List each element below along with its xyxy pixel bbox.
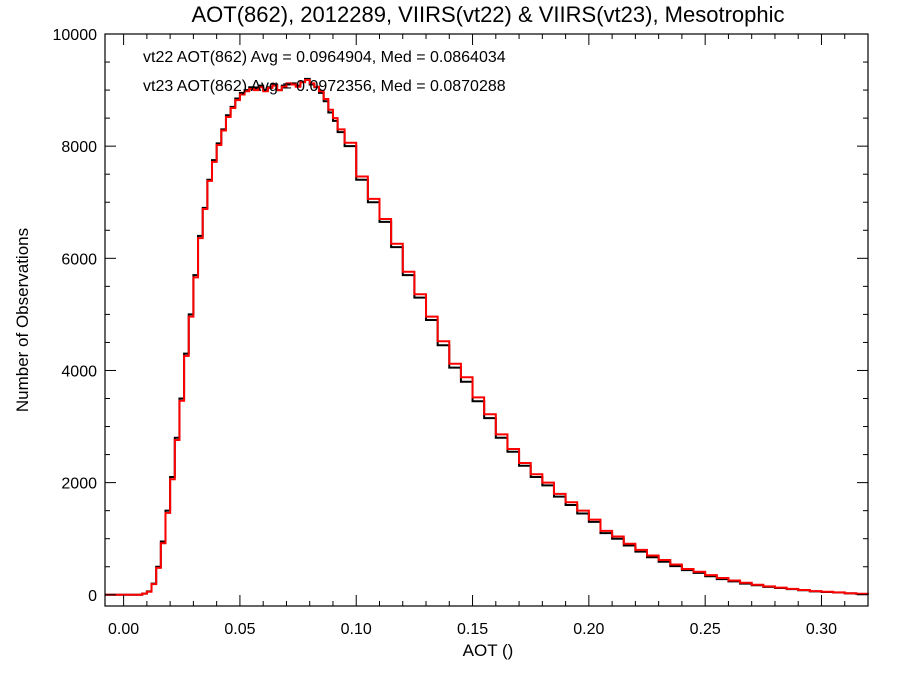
x-tick-label: 0.20 [573,621,604,638]
y-tick-label: 8000 [61,139,97,156]
plot-frame [104,33,869,607]
x-tick-label: 0.15 [457,621,488,638]
y-tick-label: 10000 [53,27,98,44]
y-axis-label: Number of Observations [13,228,32,412]
x-tick-label: 0.30 [806,621,837,638]
y-tick-label: 4000 [61,363,97,380]
ticks-layer: 0.00 0.05 0.10 0.15 0.20 0.25 0.30 0 2000 4000 600… [53,27,868,638]
series-line-1 [105,78,869,596]
x-tick-label: 0.05 [224,621,255,638]
y-tick-label: 6000 [61,251,97,268]
chart-title: AOT(862), 2012289, VIIRS(vt22) & VIIRS(v… [191,2,784,27]
annotation-vt22-stats: vt22 AOT(862) Avg = 0.0964904, Med = 0.0… [143,49,506,66]
x-axis-label: AOT () [463,641,514,660]
y-tick-label: 2000 [61,476,97,493]
x-tick-label: 0.25 [690,621,721,638]
series-line-0 [105,77,869,596]
annotation-vt23-stats: vt23 AOT(862) Avg = 0.0972356, Med = 0.0… [143,78,506,95]
x-tick-label: 0.00 [108,621,139,638]
x-tick-label: 0.10 [341,621,372,638]
series-layer [105,77,869,596]
y-tick-label: 0 [88,588,97,605]
